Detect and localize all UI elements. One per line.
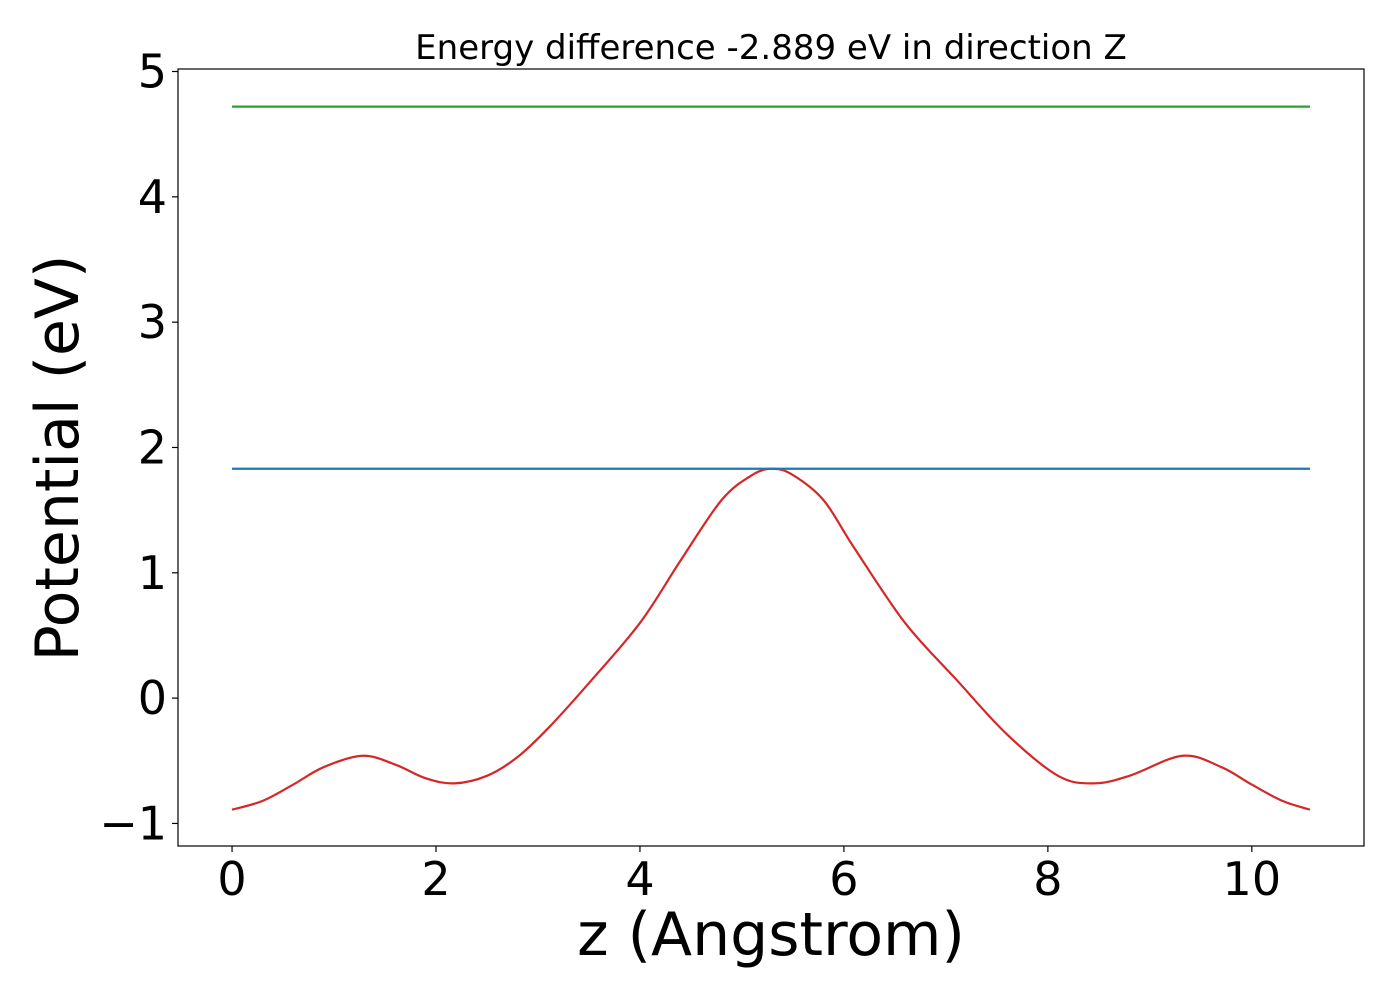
x-tick-label: 0 <box>217 852 246 906</box>
x-tick-label: 6 <box>829 852 858 906</box>
y-tick-label: 5 <box>138 45 167 99</box>
y-axis-label: Potential (eV) <box>23 255 93 662</box>
y-tick-label: 4 <box>138 170 167 224</box>
x-axis: 0 2 4 6 8 10 <box>217 846 1281 906</box>
y-tick-label: −1 <box>99 796 167 850</box>
x-axis-label: z (Angstrom) <box>577 900 965 970</box>
plot-area <box>231 105 1311 811</box>
y-tick-label: 0 <box>138 671 167 725</box>
plot-frame <box>177 68 1365 847</box>
x-tick-label: 10 <box>1223 852 1282 906</box>
x-tick-label: 2 <box>421 852 450 906</box>
x-tick-label: 4 <box>625 852 654 906</box>
potential-curve <box>231 467 1311 811</box>
chart-title: Energy difference -2.889 eV in direction… <box>415 28 1127 68</box>
y-axis: −1 0 1 2 3 4 5 <box>99 45 178 850</box>
y-tick-label: 3 <box>138 295 167 349</box>
y-tick-label: 1 <box>138 546 167 600</box>
x-tick-label: 8 <box>1033 852 1062 906</box>
y-tick-label: 2 <box>138 420 167 474</box>
